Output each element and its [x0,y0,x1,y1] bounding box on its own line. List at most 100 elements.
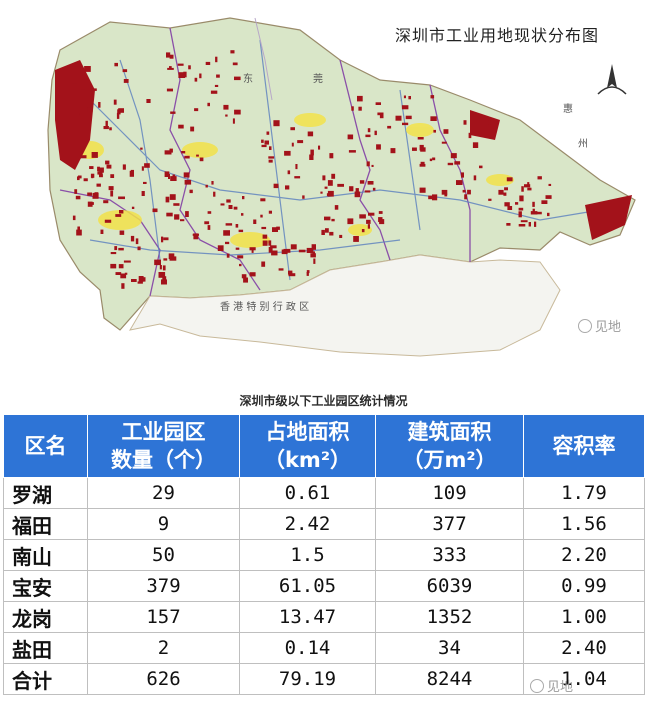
industrial-parcel [183,172,190,178]
industrial-parcel [169,194,176,200]
district-name-cell: 盐田 [3,632,88,664]
industrial-parcel [284,150,291,156]
industrial-parcel [207,225,211,230]
industrial-parcel [521,186,524,192]
industrial-parcel [96,183,101,187]
column-header-line: 建筑面积 [407,420,492,444]
industrial-parcel [527,187,532,191]
industrial-parcel [199,157,204,162]
industrial-parcel [417,137,424,140]
industrial-parcel [327,180,333,186]
industrial-parcel [194,77,198,82]
industrial-parcel [72,215,76,221]
industrial-parcel [506,177,513,182]
industrial-parcel [249,247,256,251]
roads [69,39,601,281]
industrial-parcel [205,61,211,65]
industrial-parcel [106,164,112,169]
industrial-parcel [359,214,366,219]
industrial-parcel [467,189,471,195]
industrial-parcel [547,212,550,217]
industrial-parcel [339,234,343,238]
industrial-parcel [108,186,114,191]
industrial-parcel [488,198,492,201]
industrial-parcel [261,139,264,143]
industrial-parcel [225,114,228,117]
column-header-line: 工业园区 [121,420,206,444]
industrial-parcel [211,181,214,185]
district-name-cell: 合计 [3,663,88,695]
industrial-parcel [348,150,356,153]
industrial-parcel [232,62,238,66]
industrial-parcel [519,195,524,202]
industrial-parcel [118,247,124,251]
industrial-parcel [80,86,86,90]
industrial-parcel [141,191,145,196]
industrial-parcel [99,174,103,178]
industrial-parcel [220,203,225,206]
industrial-parcel [189,189,193,194]
north-arrow-icon [597,64,627,95]
table-watermark-text: 见地 [547,680,574,695]
industrial-parcel [181,151,186,154]
industrial-parcel [253,219,257,224]
industrial-parcel [353,236,359,242]
industrial-parcel [109,127,112,131]
industrial-parcel [161,236,164,243]
industrial-parcel [298,249,306,253]
industrial-parcel [504,187,508,191]
industrial-parcel [331,173,336,179]
industrial-parcel [518,224,526,227]
industrial-parcel [261,261,266,267]
industrial-parcel [358,106,362,111]
column-header-line: 容积率 [552,434,616,458]
industrial-parcel [541,200,548,204]
industrial-parcel [184,179,192,185]
industrial-parcel [170,176,177,181]
industrial-parcel [166,88,173,92]
industrial-parcel [210,90,218,94]
industrial-parcel [249,272,256,277]
industrial-parcel [325,228,329,233]
industrial-parcel [278,268,284,271]
plot-ratio-cell: 1.79 [523,477,645,509]
industrial-parcel [310,149,314,156]
industrial-parcel [122,69,128,73]
industrial-parcel [79,113,87,117]
industrial-parcel [367,128,371,133]
plot-ratio-cell: 2.20 [523,539,645,571]
plot-ratio-cell: 1.56 [523,508,645,540]
industrial-parcel [217,245,224,251]
industrial-parcel [194,108,199,112]
industrial-parcel [158,272,166,278]
industrial-parcel [329,153,334,159]
industrial-parcel [163,237,169,241]
column-header: 区名 [3,414,88,478]
region-label-dongguan-1: 东 [243,74,253,85]
industrial-parcel [534,221,537,227]
industrial-parcel [378,211,383,214]
industrial-parcel [401,105,409,110]
industrial-parcel [262,234,268,239]
dongguan-boundary [254,17,273,101]
industrial-parcel [527,182,530,185]
industrial-parcel [537,176,542,180]
industrial-parcel [90,173,95,178]
industrial-parcel [322,175,326,181]
industrial-parcel [72,78,78,84]
industrial-parcel [168,253,175,259]
land-area-cell: 61.05 [239,570,376,602]
industrial-parcel [528,222,531,227]
industrial-parcel [233,206,238,210]
industrial-parcel [419,187,426,193]
industrial-parcel [310,253,316,258]
industrial-parcel [376,144,381,150]
industrial-parcel [167,67,174,70]
industrial-parcel [215,56,218,63]
table-body: 罗湖 29 0.61 109 1.79 福田 9 2.42 377 1.56 南山 50 1.5 333 2… [3,477,645,695]
industrial-parcel [137,246,141,251]
industrial-parcel [205,184,208,188]
industrial-parcel [367,181,374,185]
industrial-parcel [372,187,376,191]
industrial-parcel [375,102,381,105]
